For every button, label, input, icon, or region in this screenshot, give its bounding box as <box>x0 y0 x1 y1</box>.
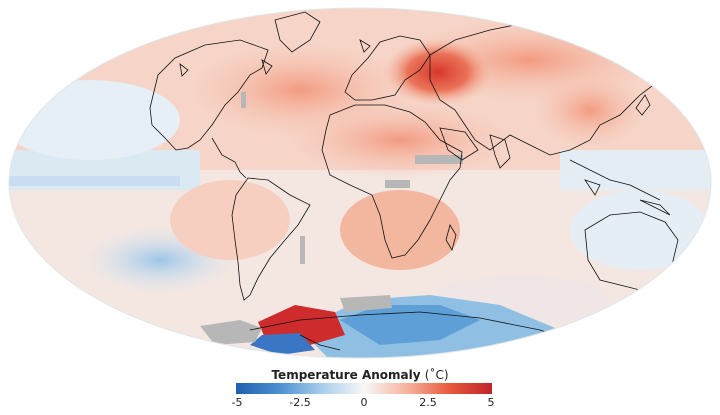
legend-tick-zero: 0 <box>360 396 368 409</box>
legend-tick-max: 5 <box>487 396 495 409</box>
colorbar <box>236 383 492 394</box>
no-data-patches <box>200 92 463 345</box>
legend-title: Temperature Anomaly (˚C) <box>0 368 720 382</box>
legend-tick-min: -5 <box>231 396 243 409</box>
legend-unit: (˚C) <box>424 368 449 382</box>
legend-tick-neg-half: -2.5 <box>289 396 311 409</box>
legend-tick-pos-half: 2.5 <box>419 396 437 409</box>
legend-title-text: Temperature Anomaly <box>271 368 421 382</box>
russia-heat-anomaly <box>383 38 493 106</box>
